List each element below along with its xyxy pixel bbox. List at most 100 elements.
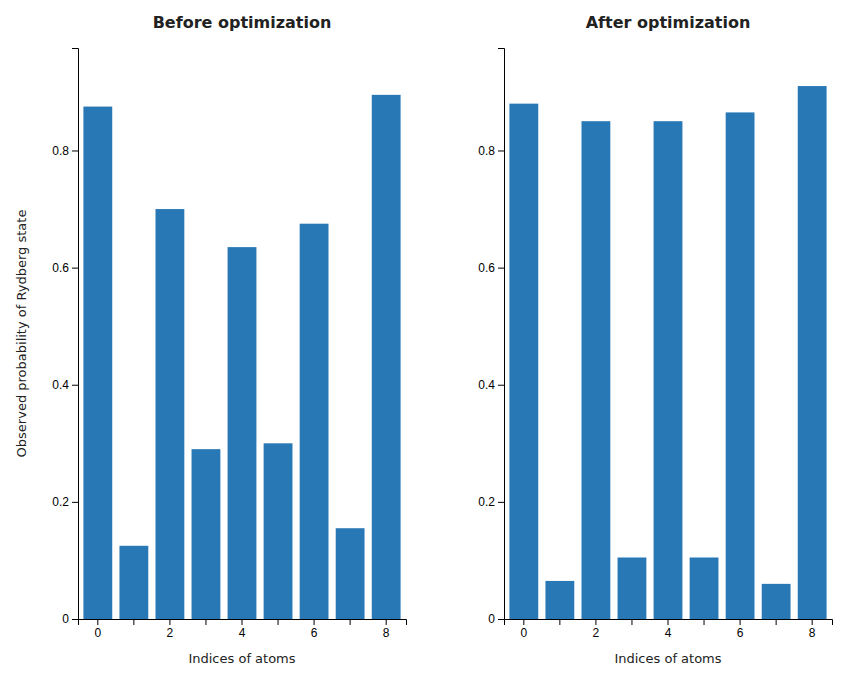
x-tick <box>350 619 351 625</box>
x-tick: 2 <box>167 619 174 640</box>
x-tick-mark <box>169 619 170 625</box>
x-tick-label: 4 <box>239 626 246 640</box>
chart-svg: 0 2 4 6 8 0 0.2 0.4 0.6 0.8 Before optimization Ind… <box>0 0 852 681</box>
bar <box>509 104 538 619</box>
x-tick <box>631 619 632 625</box>
bar <box>798 86 827 619</box>
x-tick-mark <box>386 619 387 625</box>
x-tick: 0 <box>520 619 527 640</box>
x-tick-label: 4 <box>665 626 672 640</box>
x-tick <box>559 619 560 625</box>
bar <box>618 558 647 619</box>
x-tick-mark <box>205 619 206 625</box>
title: Before optimization <box>153 13 332 32</box>
y-tick-mark <box>498 619 504 620</box>
x-tick-mark <box>314 619 315 625</box>
x-tick-mark <box>740 619 741 625</box>
x-tick <box>133 619 134 625</box>
bar <box>726 112 755 619</box>
bar <box>300 224 329 619</box>
y-tick-label: 0 <box>488 612 495 626</box>
x-axis-title: Indices of atoms <box>188 651 295 666</box>
bar <box>762 584 791 619</box>
y-tick-label: 0.6 <box>478 261 495 275</box>
x-tick-label: 8 <box>383 626 390 640</box>
x-tick-mark <box>812 619 813 625</box>
title: After optimization <box>586 13 751 32</box>
y-axis-line <box>72 49 79 620</box>
x-tick-label: 2 <box>593 626 600 640</box>
x-tick-mark <box>776 619 777 625</box>
bar <box>336 528 365 619</box>
y-tick-label: 0.6 <box>52 261 69 275</box>
x-tick: 0 <box>94 619 101 640</box>
x-tick-mark <box>704 619 705 625</box>
panel: 0246800.20.40.60.8Before optimizationInd… <box>14 13 407 666</box>
y-tick-mark <box>72 502 78 503</box>
bar <box>690 558 719 619</box>
y-tick-mark <box>498 150 504 151</box>
y-tick: 0.8 <box>52 144 78 158</box>
x-tick <box>704 619 705 625</box>
x-axis: 0 2 4 6 8 <box>505 619 833 640</box>
plot-area <box>83 95 400 619</box>
x-tick <box>776 619 777 625</box>
bar <box>83 107 112 619</box>
y-tick-mark <box>498 268 504 269</box>
y-tick: 0.2 <box>52 495 78 509</box>
x-axis-title: Indices of atoms <box>614 651 721 666</box>
y-tick-mark <box>72 385 78 386</box>
x-tick: 4 <box>239 619 246 640</box>
y-axis-title: Observed probability of Rydberg state <box>14 210 29 458</box>
y-tick-label: 0.8 <box>478 144 495 158</box>
y-tick: 0.6 <box>52 261 78 275</box>
bar <box>581 121 610 619</box>
x-tick-label: 0 <box>520 626 527 640</box>
y-tick: 0.2 <box>478 495 504 509</box>
y-tick: 0 <box>488 612 504 626</box>
x-tick-mark <box>133 619 134 625</box>
x-axis-line <box>79 620 407 626</box>
x-tick-mark <box>668 619 669 625</box>
x-tick-mark <box>595 619 596 625</box>
y-tick-label: 0.2 <box>52 495 69 509</box>
x-tick: 4 <box>665 619 672 640</box>
x-tick-label: 0 <box>94 626 101 640</box>
y-tick-mark <box>72 150 78 151</box>
x-tick-mark <box>523 619 524 625</box>
bar <box>372 95 401 619</box>
x-tick-mark <box>278 619 279 625</box>
plot-area <box>509 86 826 619</box>
y-tick-label: 0.8 <box>52 144 69 158</box>
x-tick: 6 <box>737 619 744 640</box>
y-tick-label: 0.4 <box>52 378 69 392</box>
x-tick: 8 <box>809 619 816 640</box>
y-tick: 0.8 <box>478 144 504 158</box>
x-tick <box>278 619 279 625</box>
x-tick-mark <box>631 619 632 625</box>
x-axis-line <box>505 620 833 626</box>
bar <box>545 581 574 619</box>
y-tick-mark <box>72 619 78 620</box>
x-tick-label: 6 <box>311 626 318 640</box>
x-tick: 8 <box>383 619 390 640</box>
x-tick-label: 2 <box>167 626 174 640</box>
y-tick-mark <box>498 385 504 386</box>
panel: 0 2 4 6 8 0 0.2 0.4 0.6 0.8 After optimization Indi… <box>478 13 832 666</box>
x-tick: 6 <box>311 619 318 640</box>
y-tick-label: 0.2 <box>478 495 495 509</box>
bar <box>228 247 257 619</box>
x-tick-label: 8 <box>809 626 816 640</box>
y-tick: 0.4 <box>52 378 78 392</box>
bar <box>119 546 148 619</box>
y-tick-label: 0.4 <box>478 378 495 392</box>
chart-container: 0 2 4 6 8 0 0.2 0.4 0.6 0.8 Before optimization Ind… <box>0 0 852 681</box>
x-tick-mark <box>559 619 560 625</box>
y-tick-mark <box>72 268 78 269</box>
x-tick-mark <box>350 619 351 625</box>
y-axis: 0 0.2 0.4 0.6 0.8 <box>478 49 504 627</box>
y-tick: 0.6 <box>478 261 504 275</box>
x-tick-mark <box>242 619 243 625</box>
bar <box>192 449 221 619</box>
x-tick-mark <box>97 619 98 625</box>
